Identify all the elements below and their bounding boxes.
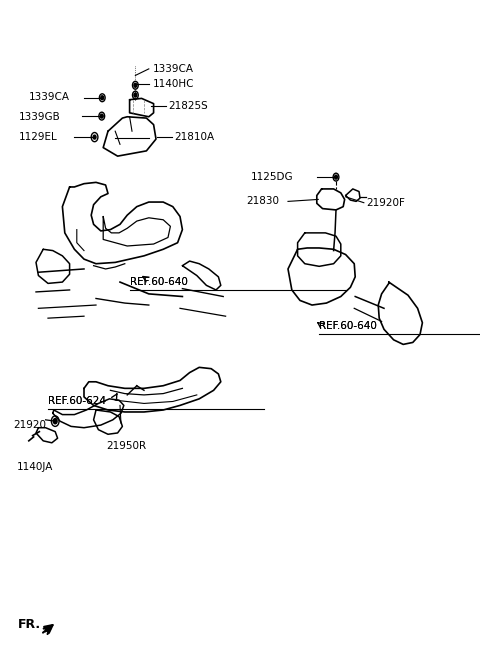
Text: 21825S: 21825S bbox=[168, 101, 208, 112]
Circle shape bbox=[53, 419, 57, 424]
Text: 1339CA: 1339CA bbox=[29, 92, 70, 102]
Circle shape bbox=[134, 93, 137, 97]
Circle shape bbox=[100, 114, 103, 118]
Text: 1339GB: 1339GB bbox=[19, 112, 61, 122]
Text: 21920F: 21920F bbox=[366, 197, 405, 208]
Circle shape bbox=[93, 135, 96, 139]
Circle shape bbox=[101, 96, 104, 100]
Text: 1129EL: 1129EL bbox=[19, 132, 58, 142]
Text: 21920: 21920 bbox=[13, 420, 47, 430]
Text: REF.60-640: REF.60-640 bbox=[319, 321, 377, 331]
Text: REF.60-640: REF.60-640 bbox=[130, 277, 188, 287]
Circle shape bbox=[134, 83, 137, 87]
Text: 21950R: 21950R bbox=[107, 441, 147, 451]
Text: 1125DG: 1125DG bbox=[251, 172, 293, 182]
Text: 1339CA: 1339CA bbox=[153, 64, 193, 74]
Text: 21830: 21830 bbox=[246, 196, 279, 207]
Circle shape bbox=[335, 175, 337, 179]
Text: REF.60-624: REF.60-624 bbox=[48, 396, 106, 407]
Text: REF.60-640: REF.60-640 bbox=[319, 321, 377, 331]
Text: FR.: FR. bbox=[18, 618, 41, 631]
Text: 1140JA: 1140JA bbox=[17, 462, 53, 472]
Text: 21810A: 21810A bbox=[174, 132, 214, 142]
Text: 1140HC: 1140HC bbox=[153, 79, 194, 89]
Text: REF.60-640: REF.60-640 bbox=[130, 277, 188, 287]
Text: REF.60-624: REF.60-624 bbox=[48, 396, 106, 407]
